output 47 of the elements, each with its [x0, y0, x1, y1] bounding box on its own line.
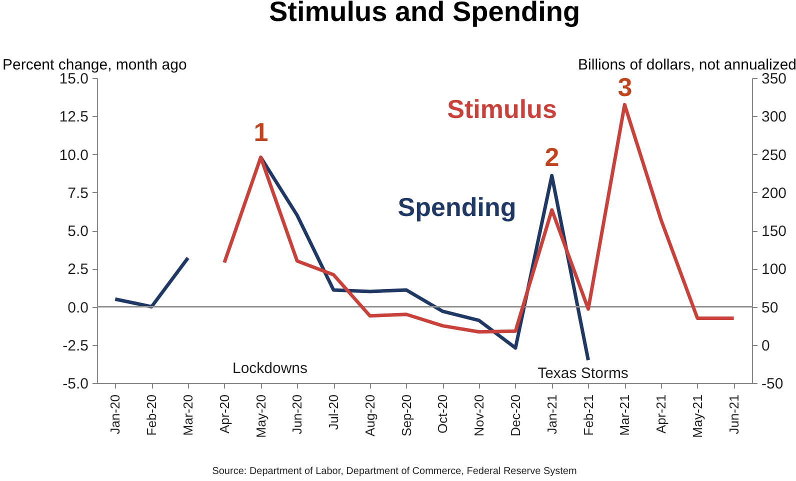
series-label: Spending [398, 192, 516, 222]
x-tick-label: Apr-20 [216, 394, 232, 434]
x-tick-label: Apr-21 [654, 394, 669, 434]
y2-tick-label: 350 [762, 70, 787, 88]
x-tick-label: Feb-20 [144, 394, 160, 436]
x-tick-label: Dec-20 [508, 394, 523, 436]
x-tick-label: Jun-20 [290, 394, 305, 434]
chart-title: Stimulus and Spending [268, 0, 580, 27]
annotation: 2 [544, 142, 560, 172]
x-tick-label: Feb-21 [580, 394, 596, 436]
y-tick-label: 15.0 [59, 70, 88, 88]
y2-tick-label: 100 [762, 261, 787, 278]
y-tick-label: 5.0 [68, 223, 88, 240]
y-tick-label: -2.5 [62, 337, 88, 354]
y2-tick-label: 300 [762, 108, 787, 126]
x-tick-label: Sep-20 [398, 394, 414, 436]
y2-axis-title: Billions of dollars, not annualized [578, 56, 796, 74]
y-tick-label: 2.5 [68, 261, 88, 278]
y-axis-title: Percent change, month ago [2, 56, 187, 74]
source-note: Source: Department of Labor, Department of Commerce, Federal Reserve System [212, 466, 577, 477]
annotation: 1 [254, 117, 268, 147]
x-tick-label: Oct-20 [435, 394, 450, 434]
y2-tick-label: 150 [762, 223, 787, 240]
y2-tick-label: 250 [762, 146, 787, 164]
annotation: Texas Storms [538, 365, 628, 382]
y2-tick-label: 200 [762, 184, 787, 202]
x-tick-label: Mar-20 [180, 394, 196, 436]
x-tick-label: Jul-20 [326, 394, 342, 430]
x-tick-label: Mar-21 [617, 394, 632, 436]
y2-tick-label: 50 [762, 299, 778, 316]
x-tick-label: Nov-20 [472, 394, 487, 436]
y-tick-label: 7.5 [68, 184, 88, 202]
x-tick-label: May-20 [253, 394, 268, 438]
x-tick-label: Jan-20 [108, 394, 123, 434]
x-tick-label: Aug-20 [362, 394, 378, 436]
y-tick-label: 0.0 [68, 299, 88, 316]
x-tick-label: Jun-21 [726, 394, 742, 434]
x-tick-label: May-21 [690, 394, 705, 438]
y-tick-label: -5.0 [62, 376, 88, 392]
text: Stimulus [447, 94, 557, 124]
annotation: Lockdowns [232, 360, 308, 377]
annotation: 3 [618, 72, 632, 102]
y2-tick-label: -50 [762, 376, 784, 392]
y-tick-label: 12.5 [59, 108, 88, 126]
y2-tick-label: 0 [762, 337, 770, 354]
x-tick-label: Jan-21 [544, 394, 560, 434]
y-tick-label: 10.0 [59, 146, 88, 164]
